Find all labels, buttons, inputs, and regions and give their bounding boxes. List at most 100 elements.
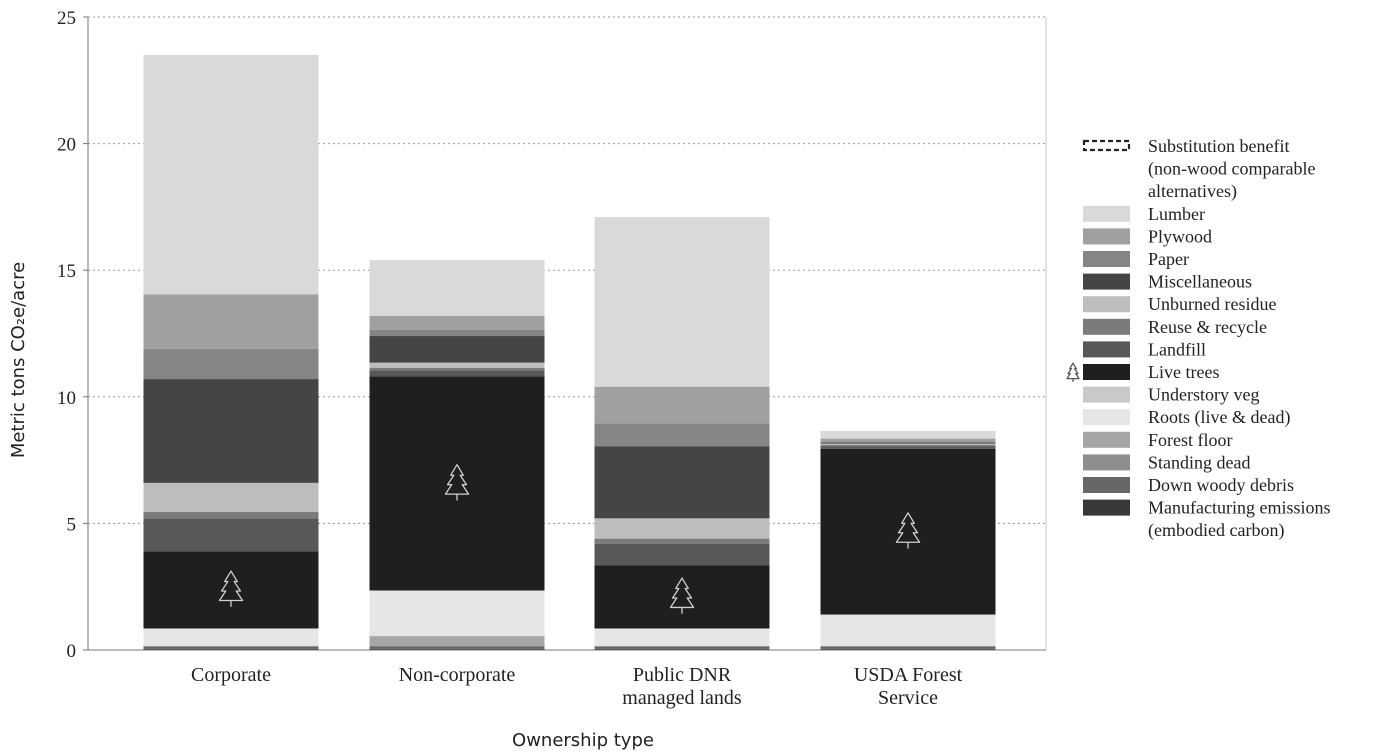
bar-segment bbox=[820, 446, 996, 449]
bar-segment bbox=[143, 294, 319, 349]
bar-segment bbox=[369, 315, 545, 330]
legend-label: (embodied carbon) bbox=[1148, 520, 1284, 541]
tree-icon bbox=[895, 512, 921, 549]
y-tick-label: 10 bbox=[57, 388, 76, 409]
tree-outline bbox=[895, 512, 921, 543]
legend-label: alternatives) bbox=[1148, 181, 1237, 202]
bar-segment bbox=[369, 590, 545, 637]
legend-label: Manufacturing emissions bbox=[1148, 498, 1330, 518]
bar-segment bbox=[594, 648, 770, 650]
category-label: Public DNR bbox=[633, 664, 732, 686]
legend-label: Roots (live & dead) bbox=[1148, 407, 1290, 428]
bar-segment bbox=[594, 646, 770, 649]
bar-segment bbox=[143, 518, 319, 552]
bar-segment bbox=[820, 614, 996, 647]
category-label: USDA Forest bbox=[854, 664, 963, 686]
legend-swatch bbox=[1083, 409, 1130, 426]
bar-segment bbox=[143, 628, 319, 647]
legend-label: Standing dead bbox=[1148, 452, 1250, 472]
legend-label: Unburned residue bbox=[1148, 294, 1276, 314]
bar-segment bbox=[369, 260, 545, 316]
bar-segment bbox=[594, 538, 770, 544]
legend-swatch bbox=[1083, 454, 1130, 471]
bar-segment bbox=[594, 446, 770, 519]
legend-label: Paper bbox=[1148, 249, 1189, 269]
y-axis-label: Metric tons CO₂e/acre bbox=[8, 262, 29, 458]
bar-segment bbox=[143, 646, 319, 649]
gridlines bbox=[88, 16, 1047, 650]
category-label: Non-corporate bbox=[399, 664, 516, 686]
legend-label: (non-wood comparable bbox=[1148, 159, 1315, 180]
bar-segment bbox=[143, 648, 319, 650]
bar-segment bbox=[594, 518, 770, 539]
x-axis-label: Ownership type bbox=[512, 730, 654, 751]
bar-segment bbox=[143, 379, 319, 483]
bar-segment bbox=[820, 648, 996, 650]
bar-segment bbox=[594, 565, 770, 629]
bar-segment bbox=[369, 646, 545, 649]
bar-segment bbox=[369, 367, 545, 371]
bar-segment bbox=[820, 430, 996, 439]
legend-swatch bbox=[1083, 228, 1130, 245]
bar-segment bbox=[594, 386, 770, 424]
bar-segment bbox=[594, 217, 770, 387]
y-tick-label: 25 bbox=[57, 8, 76, 29]
bar-segment bbox=[820, 442, 996, 444]
legend-swatch bbox=[1083, 499, 1130, 516]
tree-icon bbox=[669, 577, 695, 614]
legend-swatch bbox=[1083, 364, 1130, 380]
tree-outline bbox=[218, 570, 244, 602]
category-label: Service bbox=[878, 687, 938, 709]
tree-icon bbox=[1066, 362, 1080, 382]
legend-swatch bbox=[1083, 477, 1130, 493]
legend-swatch bbox=[1083, 318, 1130, 335]
legend-label: Reuse & recycle bbox=[1148, 317, 1267, 337]
legend-label: Live trees bbox=[1148, 362, 1219, 382]
bar-segment bbox=[369, 370, 545, 377]
bar-segment bbox=[594, 543, 770, 566]
tree-icon bbox=[218, 570, 244, 607]
bar-segment bbox=[143, 54, 319, 295]
bar-segment bbox=[369, 362, 545, 368]
y-tick-label: 0 bbox=[67, 641, 77, 662]
legend-swatch bbox=[1082, 139, 1131, 152]
bar-segment bbox=[369, 636, 545, 647]
bar-segment bbox=[143, 348, 319, 380]
bar-segment bbox=[594, 628, 770, 647]
legend-label: Landfill bbox=[1148, 339, 1206, 359]
legend-swatch bbox=[1083, 273, 1130, 290]
bar-segment bbox=[820, 444, 996, 447]
bar-segment bbox=[369, 336, 545, 363]
bar-stacks bbox=[143, 54, 996, 650]
legend-swatch bbox=[1083, 296, 1130, 313]
legend-label: Substitution benefit bbox=[1148, 136, 1290, 156]
bar-segment bbox=[594, 423, 770, 447]
legend-label: Down woody debris bbox=[1148, 475, 1294, 495]
x-axis: Corporate Non-corporate Public DNRmanaged … bbox=[88, 649, 1046, 709]
bar-segment bbox=[369, 329, 545, 337]
tree-outline bbox=[1066, 362, 1080, 380]
y-tick-label: 15 bbox=[57, 261, 76, 282]
category-label: Corporate bbox=[191, 664, 271, 686]
bar-segment bbox=[820, 448, 996, 615]
bar-segment bbox=[369, 648, 545, 650]
bar-segment bbox=[143, 482, 319, 513]
legend-label: Understory veg bbox=[1148, 385, 1259, 405]
y-tick-label: 5 bbox=[67, 514, 77, 535]
legend-swatch bbox=[1083, 386, 1130, 403]
bar-segment bbox=[820, 438, 996, 443]
bar-segment bbox=[143, 512, 319, 519]
legend-label: Lumber bbox=[1148, 204, 1205, 224]
bar-segment bbox=[820, 443, 996, 445]
legend-label: Forest floor bbox=[1148, 430, 1233, 450]
legend-swatch bbox=[1083, 251, 1130, 267]
legend-swatch bbox=[1083, 341, 1130, 358]
legend-label: Plywood bbox=[1148, 226, 1212, 246]
legend-swatch bbox=[1083, 205, 1130, 222]
tree-outline bbox=[669, 577, 695, 609]
y-axis: 0 5 10 15 20 25 bbox=[57, 8, 89, 662]
category-label: managed lands bbox=[622, 687, 742, 709]
tree-icon bbox=[444, 464, 470, 501]
bar-segment bbox=[369, 376, 545, 591]
